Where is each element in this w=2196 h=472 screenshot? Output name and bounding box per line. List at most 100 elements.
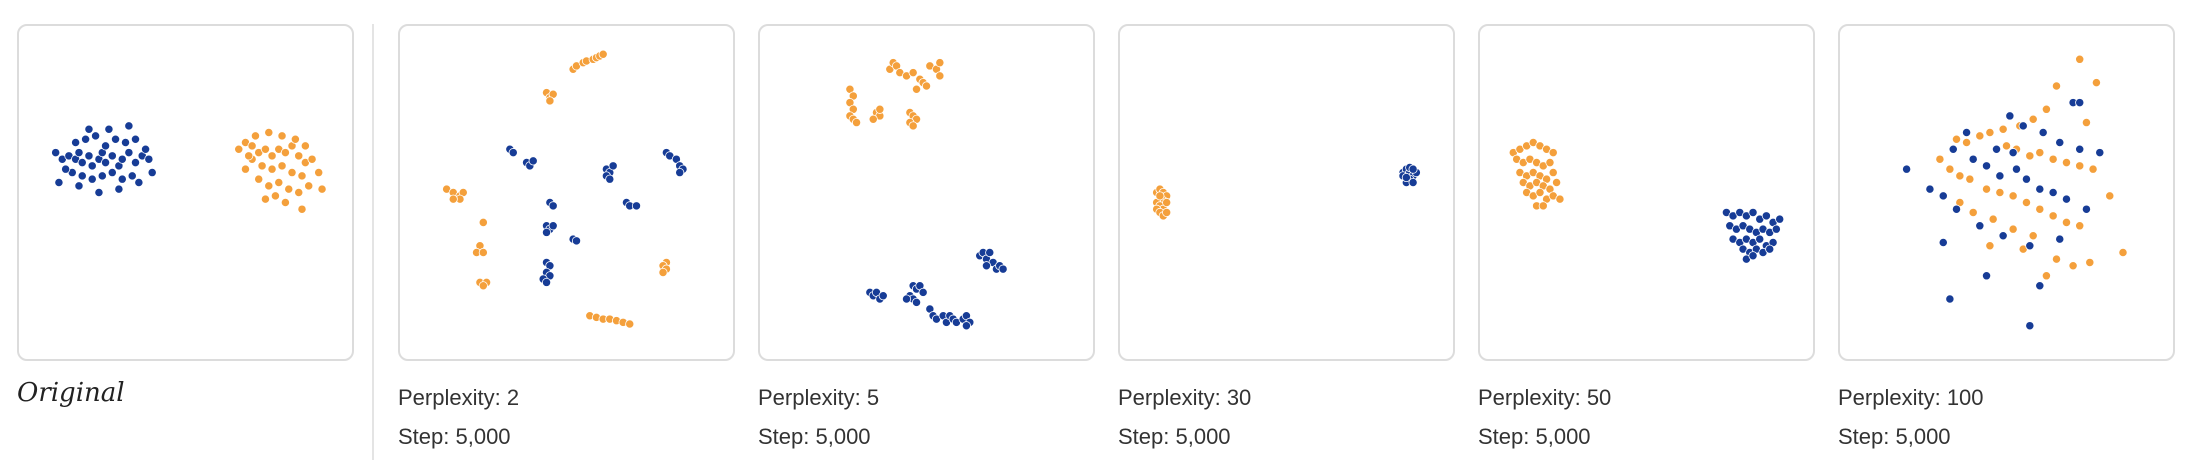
blue-point bbox=[51, 148, 61, 158]
blue-point bbox=[87, 174, 97, 184]
orange-point bbox=[1552, 177, 1562, 188]
blue-point bbox=[1995, 171, 2005, 181]
perplexity-30-caption: Perplexity: 30 bbox=[1118, 385, 1252, 410]
blue-point bbox=[2075, 98, 2085, 108]
orange-point bbox=[1162, 207, 1172, 218]
orange-point bbox=[2048, 154, 2058, 164]
orange-point bbox=[234, 144, 244, 154]
blue-point bbox=[147, 167, 157, 178]
blue-point bbox=[77, 158, 87, 168]
blue-point bbox=[2055, 137, 2065, 148]
orange-point bbox=[2021, 197, 2032, 208]
blue-point bbox=[2008, 148, 2018, 158]
blue-point bbox=[54, 177, 64, 188]
blue-point bbox=[2035, 281, 2045, 291]
blue-point bbox=[901, 294, 912, 304]
orange-point bbox=[2088, 164, 2098, 174]
orange-point bbox=[277, 161, 287, 171]
blue-point bbox=[101, 158, 111, 168]
orange-point bbox=[1995, 187, 2005, 198]
orange-point bbox=[1955, 171, 1965, 181]
blue-point bbox=[61, 164, 71, 174]
blue-point bbox=[127, 171, 137, 181]
blue-point bbox=[81, 134, 91, 144]
orange-point bbox=[2105, 191, 2115, 201]
orange-point bbox=[2068, 261, 2078, 271]
perplexity-5-step: Step: 5,000 bbox=[758, 424, 871, 449]
blue-point bbox=[2035, 184, 2045, 194]
orange-point bbox=[1981, 184, 1992, 194]
blue-point bbox=[117, 154, 127, 164]
orange-point bbox=[1555, 194, 1565, 204]
blue-point bbox=[911, 297, 922, 307]
orange-point bbox=[2028, 231, 2038, 241]
blue-point bbox=[985, 247, 995, 258]
orange-point bbox=[2035, 148, 2045, 158]
orange-point bbox=[851, 117, 862, 128]
perplexity-30-step: Step: 5,000 bbox=[1118, 424, 1231, 449]
orange-point bbox=[300, 141, 310, 151]
blue-point bbox=[130, 158, 141, 168]
orange-point bbox=[2041, 104, 2051, 114]
blue-point bbox=[87, 161, 97, 171]
blue-point bbox=[1408, 177, 1418, 188]
blue-point bbox=[144, 154, 154, 164]
blue-point bbox=[2055, 234, 2065, 244]
blue-point bbox=[608, 161, 618, 171]
orange-point bbox=[240, 164, 251, 174]
blue-point bbox=[508, 148, 518, 158]
orange-point bbox=[1975, 131, 1985, 141]
blue-point bbox=[2081, 204, 2091, 214]
orange-point bbox=[2075, 221, 2085, 231]
perplexity-50-step: Step: 5,000 bbox=[1478, 424, 1591, 449]
blue-point bbox=[1938, 191, 1948, 201]
orange-point bbox=[250, 131, 261, 141]
orange-point bbox=[1548, 148, 1558, 158]
orange-point bbox=[1545, 158, 1555, 168]
blue-point bbox=[2011, 164, 2022, 174]
orange-point bbox=[277, 131, 287, 141]
blue-point bbox=[84, 124, 94, 134]
orange-point bbox=[1945, 164, 1955, 174]
orange-point bbox=[1998, 124, 2008, 134]
blue-point bbox=[541, 277, 552, 287]
orange-point bbox=[247, 141, 257, 151]
blue-point bbox=[141, 144, 151, 154]
orange-point bbox=[875, 104, 885, 114]
blue-point bbox=[1962, 127, 1972, 138]
orange-point bbox=[2051, 254, 2062, 264]
orange-point bbox=[254, 174, 264, 184]
blue-point bbox=[1968, 154, 1978, 164]
blue-point bbox=[1948, 144, 1958, 154]
blue-point bbox=[77, 171, 87, 181]
orange-point bbox=[307, 154, 317, 164]
orange-point bbox=[267, 151, 277, 161]
blue-point bbox=[1991, 144, 2002, 154]
blue-point bbox=[878, 291, 888, 301]
orange-point bbox=[545, 96, 555, 106]
orange-point bbox=[1988, 214, 1998, 224]
orange-point bbox=[280, 197, 290, 208]
orange-point bbox=[1535, 187, 1545, 198]
blue-point bbox=[675, 167, 685, 178]
orange-point bbox=[2048, 211, 2058, 221]
orange-point bbox=[2051, 81, 2062, 91]
orange-point bbox=[297, 204, 307, 214]
orange-point bbox=[598, 49, 608, 59]
blue-point bbox=[74, 181, 84, 191]
blue-point bbox=[74, 148, 84, 158]
orange-point bbox=[658, 267, 668, 277]
perplexity-30-plot bbox=[1152, 162, 1421, 221]
blue-point bbox=[2095, 148, 2105, 158]
orange-point bbox=[2028, 114, 2038, 124]
blue-point bbox=[114, 184, 124, 194]
orange-point bbox=[868, 114, 878, 124]
blue-point bbox=[117, 174, 127, 184]
blue-point bbox=[631, 201, 642, 211]
orange-point bbox=[478, 217, 488, 227]
perplexity-5-plot bbox=[845, 58, 1008, 331]
orange-point bbox=[274, 177, 284, 188]
perplexity-100-panel bbox=[1838, 24, 2175, 361]
orange-point bbox=[314, 167, 324, 178]
blue-point bbox=[1981, 161, 1992, 171]
